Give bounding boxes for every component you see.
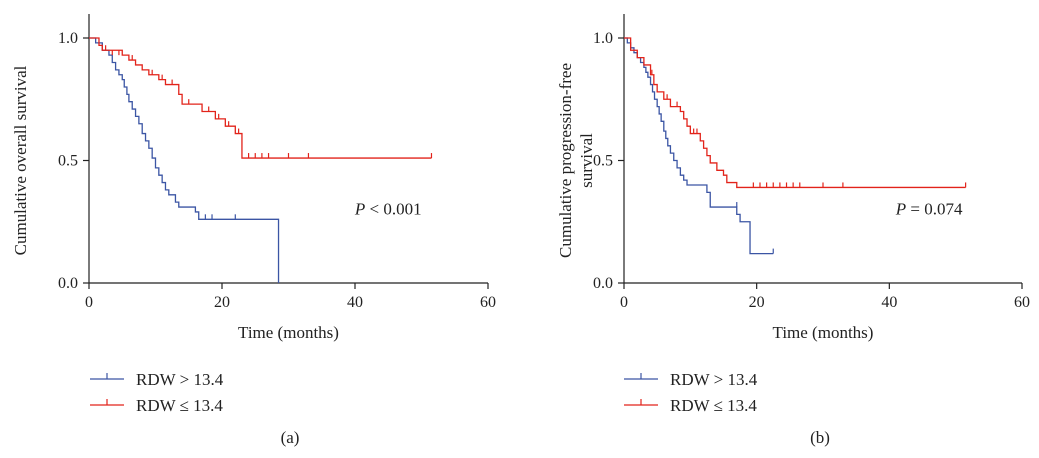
legend-label: RDW ≤ 13.4	[136, 396, 223, 415]
survival-curve-1	[89, 37, 432, 159]
panel-b: 0 20 40 60 0.0 0.5 1.0 Time (months) Cumulative …	[556, 14, 1030, 447]
survival-curve-0	[624, 37, 774, 255]
y-tick-label: 0.5	[593, 153, 613, 170]
legend-label: RDW > 13.4	[136, 370, 224, 389]
y-tick-label: 0.5	[58, 153, 78, 170]
x-tick-label: 20	[749, 294, 765, 311]
x-tick-label: 60	[1014, 294, 1030, 311]
x-tick-label: 0	[85, 294, 93, 311]
legend-label: RDW ≤ 13.4	[670, 396, 757, 415]
x-tick-label: 60	[480, 294, 496, 311]
x-tick-label: 40	[881, 294, 897, 311]
survival-curve-0	[89, 37, 280, 283]
y-axis-title: Cumulative overall survival	[11, 65, 30, 255]
y-axis-title: Cumulative progression-free survival	[556, 63, 596, 258]
x-tick-label: 0	[620, 294, 628, 311]
y-tick-label: 1.0	[593, 30, 613, 47]
x-axis-title: Time (months)	[238, 323, 339, 342]
x-tick-label: 20	[214, 294, 230, 311]
y-tick-label: 0.0	[593, 275, 613, 292]
legend-label: RDW > 13.4	[670, 370, 758, 389]
y-tick-label: 1.0	[58, 30, 78, 47]
x-tick-label: 40	[347, 294, 363, 311]
y-tick-label: 0.0	[58, 275, 78, 292]
x-axis-title: Time (months)	[773, 323, 874, 342]
p-value-annotation: P < 0.001	[354, 199, 422, 218]
survival-curve-1	[624, 37, 966, 189]
panel-a: 0 20 40 60 0.0 0.5 1.0 Time (months) Cumulative …	[11, 14, 496, 447]
panel-label: (b)	[810, 428, 830, 447]
p-value-annotation: P = 0.074	[895, 199, 963, 218]
panel-label: (a)	[281, 428, 300, 447]
